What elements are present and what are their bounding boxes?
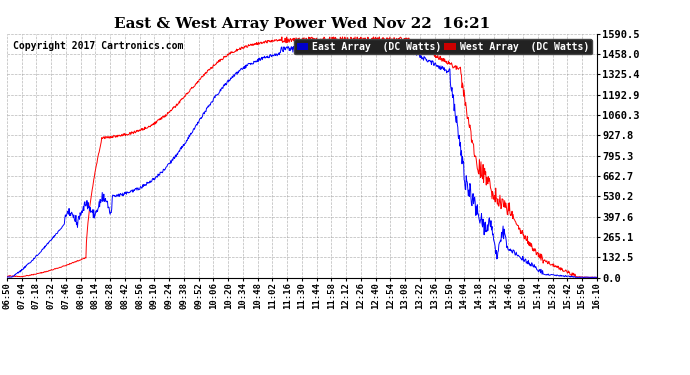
Title: East & West Array Power Wed Nov 22  16:21: East & West Array Power Wed Nov 22 16:21 — [114, 17, 490, 31]
Text: Copyright 2017 Cartronics.com: Copyright 2017 Cartronics.com — [13, 41, 183, 51]
Legend: East Array  (DC Watts), West Array  (DC Watts): East Array (DC Watts), West Array (DC Wa… — [294, 39, 592, 54]
